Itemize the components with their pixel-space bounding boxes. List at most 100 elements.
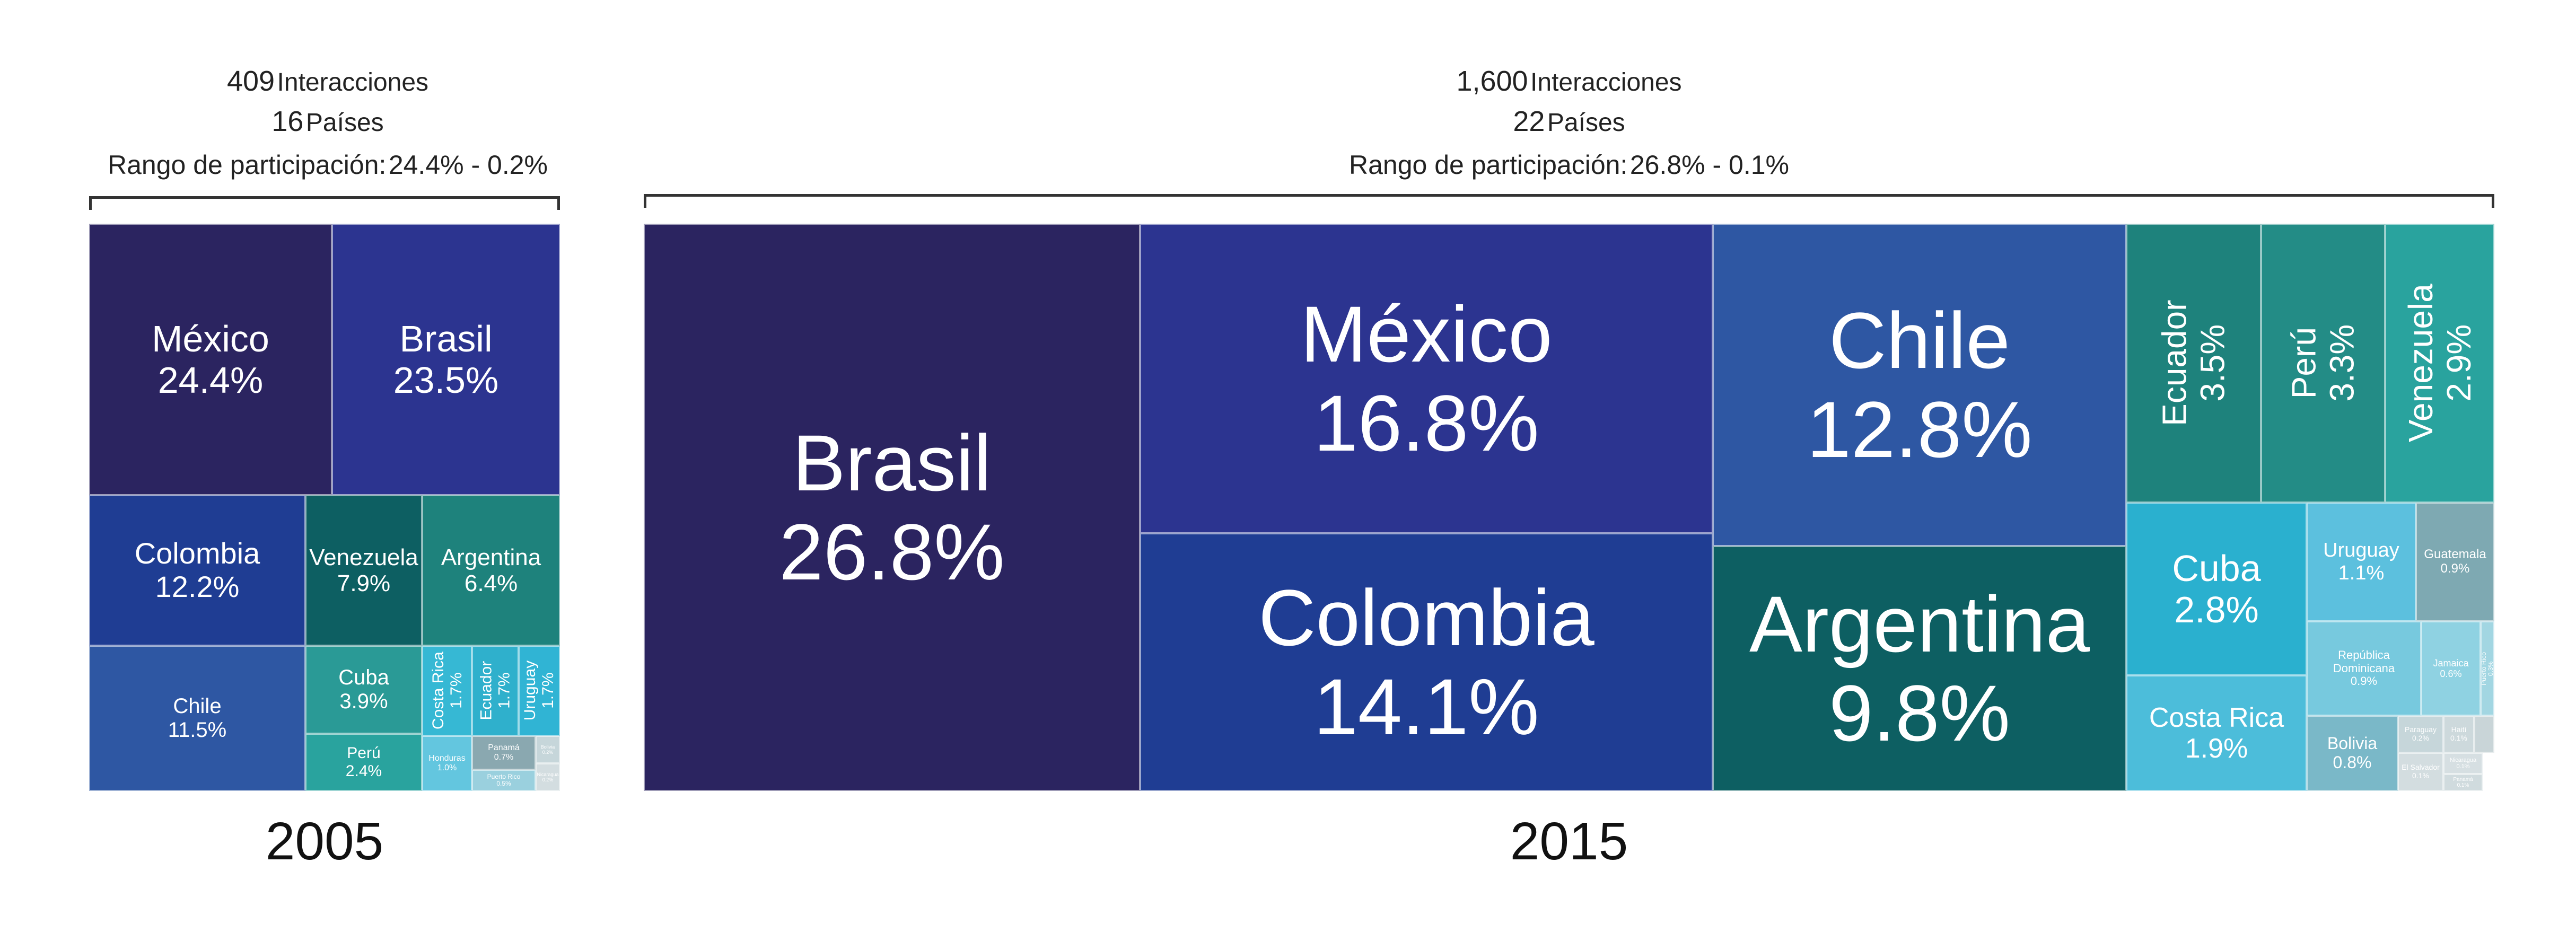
share-value: 0.2%	[542, 750, 554, 755]
share-value: 1.7%	[447, 672, 465, 709]
share-value: 2.8%	[2174, 589, 2259, 630]
share-value: 1.7%	[539, 672, 557, 709]
treemap-cell-2015-bolivia: Bolivia 0.8%	[2307, 716, 2398, 791]
country-label: México	[1300, 289, 1553, 379]
year-label-2015: 2015	[1510, 812, 1628, 871]
country-label: Uruguay	[521, 661, 539, 721]
treemap-cell-2015-uruguay: Uruguay 1.1%	[2307, 503, 2416, 621]
summary-2015: 1,600 Interacciones 22 Países Rango de p…	[644, 65, 2494, 180]
interactions-label-2015: Interacciones	[1530, 68, 1682, 96]
share-value: 0.2%	[2412, 734, 2429, 742]
country-label: Brasil	[399, 318, 493, 359]
countries-label-2005: Países	[305, 109, 384, 137]
treemap-cell-2005-bolivia: Bolivia 0.2%	[536, 736, 560, 763]
share-value: 2.4%	[345, 762, 382, 780]
treemap-2015: Brasil 26.8% México 16.8% Colombia 14.1% Chile…	[644, 224, 2494, 791]
country-label: Costa Rica	[2149, 702, 2284, 733]
share-value: 0.1%	[2412, 771, 2429, 780]
treemap-cell-2015-ecuador: Ecuador 3.5%	[2126, 224, 2261, 503]
treemap-cell-2015-brasil: Brasil 26.8%	[644, 224, 1140, 791]
treemap-cell-2005-colombia: Colombia 12.2%	[89, 495, 305, 646]
interactions-label-2005: Interacciones	[277, 68, 429, 96]
treemap-cell-2015-guatemala: Guatemala 0.9%	[2416, 503, 2494, 621]
treemap-cell-2015-paraguay: Paraguay 0.2%	[2398, 716, 2443, 753]
country-label: Colombia	[134, 536, 260, 570]
share-value: 16.8%	[1313, 379, 1539, 468]
treemap-2005: México 24.4% Brasil 23.5% Colombia 12.2% Venez…	[89, 224, 560, 791]
countries-value-2015: 22	[1513, 105, 1545, 137]
country-label: Guatemala	[2424, 547, 2486, 562]
country-label: Cuba	[338, 666, 389, 690]
share-value: 0.6%	[2440, 668, 2462, 679]
country-label: Puerto Rico	[2481, 652, 2487, 685]
share-value: 0.1%	[2450, 734, 2467, 742]
country-label: Panamá	[2453, 776, 2473, 782]
country-label: Bolivia	[2327, 734, 2378, 753]
range-value-2015: 26.8% - 0.1%	[1629, 150, 1789, 180]
share-value: 26.8%	[779, 507, 1005, 596]
treemap-cell-2005-nicaragua: Nicaragua 0.2%	[536, 763, 560, 791]
summary-2005: 409 Interacciones 16 Países Rango de par…	[89, 65, 566, 180]
country-label: Perú	[2284, 327, 2323, 399]
bracket-2015	[644, 194, 2494, 208]
treemap-cell-2015-peru: Perú 3.3%	[2261, 224, 2385, 503]
treemap-cell-2005-puerto-rico: Puerto Rico 0.5%	[472, 770, 536, 791]
country-label: Cuba	[2172, 547, 2261, 589]
treemap-cell-2015-argentina: Argentina 9.8%	[1713, 546, 2126, 791]
treemap-cell-2015-el-salvador: El Salvador 0.1%	[2398, 753, 2443, 791]
treemap-cell-2005-uruguay: Uruguay 1.7%	[519, 646, 560, 736]
share-value: 0.5%	[496, 780, 511, 787]
treemap-cell-2015-chile: Chile 12.8%	[1713, 224, 2126, 546]
treemap-cell-2015-cuba: Cuba 2.8%	[2126, 503, 2307, 675]
share-value: 23.5%	[393, 359, 499, 401]
country-label: El Salvador	[2402, 763, 2440, 772]
country-label: Ecuador	[477, 661, 495, 720]
treemap-cell-2015-mexico: México 16.8%	[1140, 224, 1713, 533]
country-label: Haití	[2451, 725, 2467, 734]
share-value: 3.5%	[2193, 324, 2231, 402]
country-label: Uruguay	[2323, 539, 2399, 562]
country-label: Honduras	[428, 754, 466, 763]
treemap-cell-2015-venezuela: Venezuela 2.9%	[2385, 224, 2494, 503]
year-label-2005: 2005	[265, 812, 384, 871]
treemap-cell-2005-chile: Chile 11.5%	[89, 646, 305, 791]
treemap-cell-2005-brasil: Brasil 23.5%	[332, 224, 560, 495]
countries-label-2015: Países	[1547, 109, 1625, 137]
interactions-value-2015: 1,600	[1456, 65, 1528, 97]
treemap-cell-2015-colombia: Colombia 14.1%	[1140, 533, 1713, 791]
range-label-2005: Rango de participación:	[108, 150, 387, 180]
share-value: 0.9%	[2440, 561, 2470, 576]
share-value: 0.1%	[2456, 763, 2470, 770]
country-label: República Dominicana	[2333, 648, 2395, 675]
country-label: Venezuela	[309, 544, 418, 570]
share-value: 12.8%	[1807, 385, 2032, 474]
treemap-cell-2005-ecuador: Ecuador 1.7%	[472, 646, 519, 736]
country-label: Bolivia	[540, 744, 555, 750]
country-label: Chile	[173, 694, 222, 718]
treemap-cell-2005-costa-rica: Costa Rica 1.7%	[422, 646, 472, 736]
country-label: Argentina	[1749, 579, 2090, 668]
treemap-cell-2005-mexico: México 24.4%	[89, 224, 332, 495]
treemap-cell-2005-honduras: Honduras 1.0%	[422, 736, 472, 791]
share-value: 0.8%	[2333, 753, 2372, 772]
treemap-cell-2005-cuba: Cuba 3.9%	[305, 646, 422, 734]
share-value: 11.5%	[168, 718, 227, 742]
bracket-2005	[89, 196, 560, 210]
share-value: 3.3%	[2323, 324, 2361, 402]
country-label: Ecuador	[2155, 300, 2194, 427]
treemap-cell-2015-jamaica: Jamaica 0.6%	[2421, 621, 2481, 716]
treemap-cell-2015-panama: Panamá 0.1%	[2443, 774, 2483, 791]
country-label: Argentina	[441, 544, 541, 570]
countries-value-2005: 16	[271, 105, 304, 137]
treemap-cell-2005-argentina: Argentina 6.4%	[422, 495, 560, 646]
share-value: 14.1%	[1313, 662, 1539, 751]
interactions-value-2005: 409	[226, 65, 275, 97]
country-label: Chile	[1829, 296, 2010, 385]
treemap-cell-2015-costa-rica: Costa Rica 1.9%	[2126, 675, 2307, 791]
treemap-cell-2005-peru: Perú 2.4%	[305, 734, 422, 791]
country-label: Paraguay	[2405, 725, 2437, 734]
country-label: Brasil	[792, 418, 992, 507]
treemap-cell-2005-panama: Panamá 0.7%	[472, 736, 536, 770]
country-label: Panamá	[488, 743, 520, 753]
country-label: Venezuela	[2401, 284, 2440, 443]
